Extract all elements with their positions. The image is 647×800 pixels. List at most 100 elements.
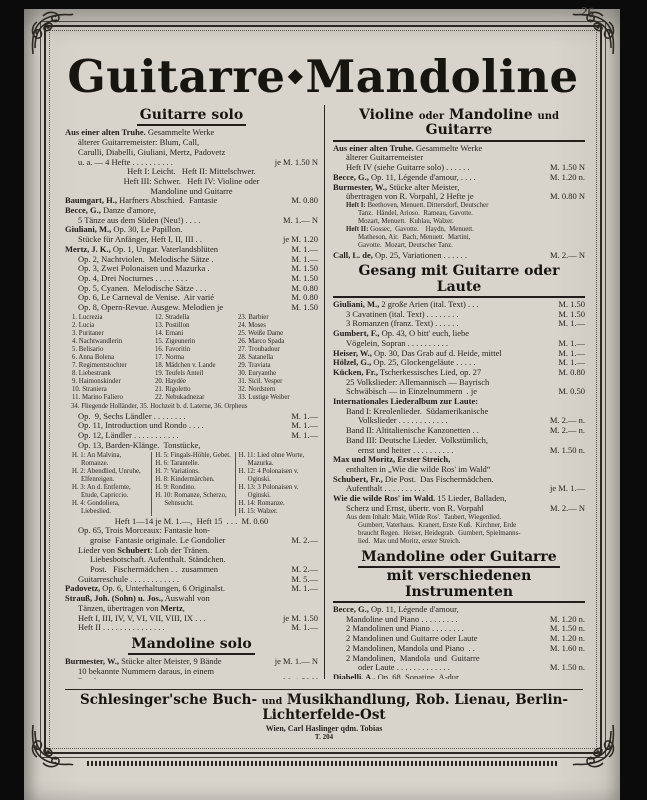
catalog-line: Diabelli, A., Op. 68, Sonatine, A-dur, [333,672,585,679]
three-column-list: 1. Lucrezia 2. Lucia 3. Puritaner 4. Nachtw… [69,314,318,402]
catalog-line: älterer Guitarremeister: Blum, Call, [65,137,318,148]
price: M. 1.— [291,243,318,254]
entry-text: Heft I: Beethoven, Menuett. Dittersdorf,… [346,202,489,209]
list-item: H. 2: Abendlied, Unruhe, Elfenreigen. [72,467,141,483]
publisher-line: Schlesinger'sche Buch- und Musikhandlung… [79,692,569,724]
catalog-line: Max und Moritz, Erster Streich, [333,454,585,465]
section-body: Aus einer alten Truhe. Gesammelte Werke ä… [333,143,585,260]
entry-text: 2 Mandolinen und Guitarre oder Laute [346,633,478,644]
entry-text: oder Laute . . . . . . . . . . . . . [358,662,450,673]
entry-text: Call, L. de, Op. 25, Variationen . . . .… [333,249,467,260]
entry-text: Liebesbotschaft. Aufenthalt. Ständchen. [90,554,226,565]
list-item: 9. Haimonskinder [72,377,121,385]
catalog-line: Wie die wilde Ros' im Wald. 15 Lieder, B… [333,493,585,504]
price: M. 1.50 [291,302,318,313]
price: M. 0.80 [291,292,318,303]
catalog-line: enthalten in „Wie die wilde Ros' im Wald… [333,464,585,475]
corner-flourish-icon [572,724,615,768]
entry-text: Heft IV (siehe Guitarre solo) . . . . . … [346,162,470,173]
catalog-line: 2 Mandolinen und Guitarre oder Laute M. 1… [333,633,585,644]
section-heading: Guitarre solo [65,107,318,127]
catalog-line: Op. 2, Nachtviolen. Melodische Sätze . M.… [65,253,318,265]
price: M. 1.— [558,318,585,329]
catalog-line: Lieder von Schubert: Lob der Tränen. [65,545,318,556]
price: je M. 1.— [550,483,585,494]
section-heading-text: Mandoline solo [128,636,255,656]
list-column: 12. Stradella 13. Postillon 14. Ernani 15. … [152,314,235,402]
entry-text: Aus dem Inhalt: Mair, Wilde Ros'. Tauber… [346,513,502,521]
corner-flourish-icon [31,724,74,768]
price: je M. 1.50 [283,612,318,623]
entry-text: Band II: Altitalienische Kanzonetten . . [346,425,479,436]
section-heading: Violine oder Mandoline und Guitarre [333,107,585,142]
section-heading-text: mit verschiedenen Instrumenten [333,569,585,604]
catalog-line: Op. 3, Zwei Polonaisen und Mazurka . M. 1… [65,264,318,274]
catalog-line: Tanz. Händel, Arioso. Rameau, Gavotte. [333,210,585,218]
footer: Schlesinger'sche Buch- und Musikhandlung… [63,689,585,741]
right-column: Violine oder Mandoline und Guitarre Aus e… [324,105,585,679]
price: M. 1.— [558,357,585,368]
catalog-line: Op. 12, Ländler . . . . . . . . . . . M. … [65,430,318,441]
list-item: H. 11: Lied ohne Worte, Mazurka. [238,451,305,467]
entry-text: Schwäbisch — in Einzelnummern . je [346,386,478,397]
list-item: 26. Marco Spada [238,337,285,345]
catalog-line: Heiser, W., Op. 30, Das Grab auf d. Heid… [333,348,585,359]
catalog-line: oder Laute . . . . . . . . . . . . . M. 1… [333,663,585,673]
price: M. 1.20 n. [549,633,585,644]
list-item: H. 12: 4 Polonaisen v. Oginski. [238,467,299,483]
price: M. 1.50 [558,308,585,319]
list-item: 21. Rigoletto [155,385,191,393]
catalog-line: groise Fantasie originale. Le Gondolier M… [65,534,318,546]
price: M. 1.50 [291,263,318,274]
price: M. 2.— N [550,249,585,260]
catalog-line: Becce, G., Op. 11, Légende d'amour, . . … [333,172,585,183]
list-column: 1. Lucrezia 2. Lucia 3. Puritaner 4. Nachtw… [69,314,152,402]
entry-text: 2 Mandolinen und Piano . . . . . . . . [346,623,464,634]
footer-city-line: Wien, Carl Haslinger qdm. Tobias [265,724,383,733]
catalog-line: Mertz, J. K., Op. 1, Ungar. Vaterlandsbl… [65,243,318,255]
entry-text: 2 Mandolinen, Mandola und Guitarre [346,652,480,663]
list-item: 12. Stradella [155,313,190,321]
catalog-line: Op. 5, Cyanen. Melodische Sätze . . . M. … [65,283,318,294]
catalog-line: Baumgart, H., Harfners Abschied. Fantasi… [65,195,318,206]
section-body: Burmester, W., Stücke alter Meister, 9 B… [65,657,318,679]
list-item: H. 9: Rondino. [155,483,196,491]
catalog-line: Stücke für Anfänger, Heft I, II, III . .… [65,234,318,245]
catalog-line: Band III: Deutsche Lieder. Volkstümlich, [333,435,585,446]
entry-text: Stücke für Anfänger, Heft I, II, III . . [78,234,203,245]
price: M. 2.— [291,534,318,545]
entry-text: Becce, G., Danze d'amore, [65,205,156,216]
entry-text: Op. 2, Nachtviolen. Melodische Sätze . [78,253,214,264]
section-heading: mit verschiedenen Instrumenten [333,569,585,604]
frame-bottom-band [87,761,559,766]
list-column: H. 11: Lied ohne Worte, Mazurka. H. 12: 4… [234,451,318,516]
entry-text: Heft II: Gossec, Gavotte. Haydn, Menuett… [346,226,474,234]
entry-text: Mertz, J. K., Op. 1, Ungar. Vaterlandsbl… [65,243,219,254]
list-trailer: 34. Fliegende Holländer, 35. Hochzeit b.… [71,402,248,410]
entry-text: 10 bekannte Nummern daraus, in einem [78,666,214,677]
entry-text: Scherz und Ernst, übertr. von R. Vorpahl [346,502,484,513]
list-item: H. 1: An Malvina, Romanze. [72,451,122,467]
catalog-line: Op. 13, Barden-Klänge. Tonstücke, [65,440,318,451]
entry-text: Op. 11, Introduction und Rondo . . . . [78,420,204,431]
page-content: Guitarre ◆Mandoline Guitarre solo Aus eine… [51,32,595,747]
list-item: 30. Euryanthe [238,369,277,377]
list-item: H. 15: Walzer. [238,507,278,515]
list-item: 24. Moses [238,321,266,329]
entry-text: Vögelein, Sopran . . . . . . . . . . [346,337,448,348]
catalog-line: Schubert, Fr., Die Post. Das Fischermädc… [333,474,585,485]
price: M. 0.80 [558,366,585,377]
catalog-line: Heft II . . . . . . . . . . . . . . . M. … [65,623,318,633]
catalog-line: lied. Max und Moritz, erster Streich. [333,538,585,546]
list-item: 23. Barbier [238,313,269,321]
entry-text: Aufenthalt . . . . . . . . . . [346,483,425,494]
entry-text: Burmester, W., Stücke alter Meister, 9 B… [65,656,222,667]
diamond-separator-icon: ◆ [287,62,304,87]
list-item: H. 14: Romanze. [238,499,285,507]
section-heading: Gesang mit Guitarre oder Laute [333,264,585,299]
corner-flourish-icon [31,11,74,55]
list-column: H. 5: Fingals-Höhle, Gebet. H. 6: Tarante… [151,451,234,516]
catalog-line: Padovetz, Op. 6, Unterhaltungen, 6 Origi… [65,584,318,594]
catalog-line: Heft 1—14 je M. 1.—, Heft 15 . . . M. 0.… [65,516,318,527]
catalog-line: Mozart, Menuett. Kuhlau, Walzer. [333,218,585,226]
